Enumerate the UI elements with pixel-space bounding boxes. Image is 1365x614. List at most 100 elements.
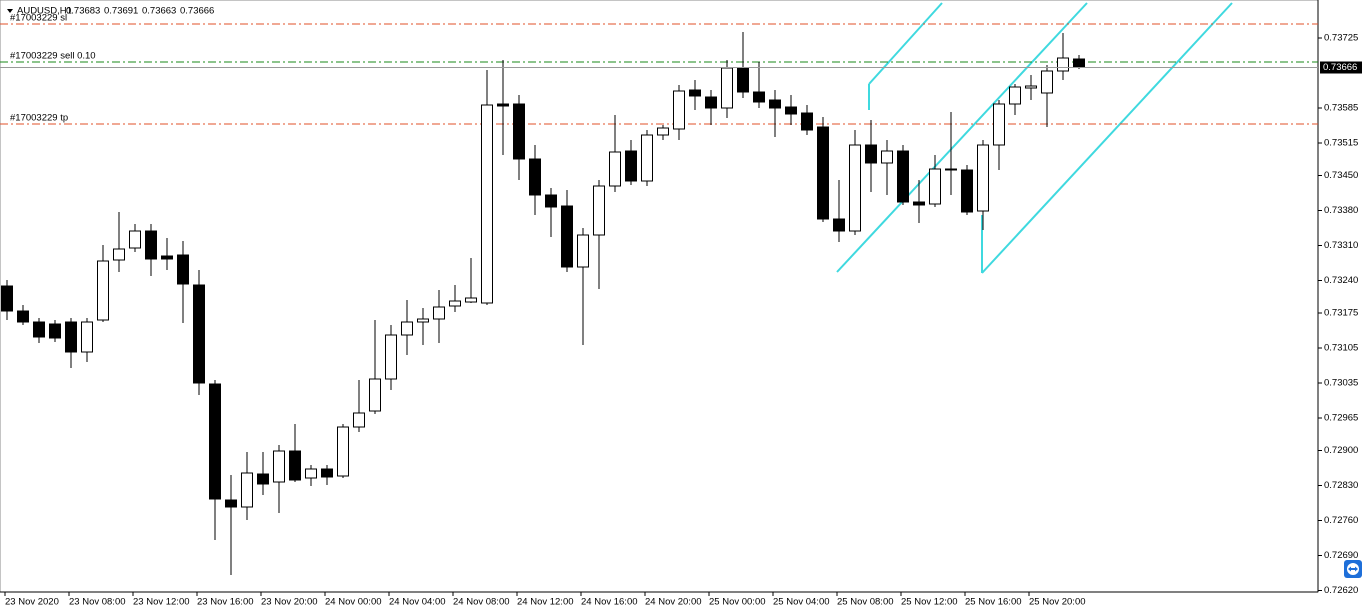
channel-lines bbox=[836, 2, 1233, 274]
candle-body bbox=[17, 310, 29, 323]
y-tick-label: 0.72760 bbox=[1324, 515, 1358, 526]
candle-body bbox=[673, 90, 685, 130]
candle-body bbox=[225, 499, 237, 508]
candle-body bbox=[1057, 57, 1069, 72]
candle-body bbox=[273, 450, 285, 483]
order-level-label: #17003229 sl bbox=[10, 13, 67, 24]
y-tick-label: 0.72620 bbox=[1324, 585, 1358, 596]
candle-body bbox=[337, 426, 349, 477]
candle-body bbox=[513, 103, 525, 160]
channel-line bbox=[836, 2, 1088, 273]
candle-body bbox=[289, 450, 301, 481]
candle-body bbox=[65, 321, 77, 353]
x-tick-label: 23 Nov 08:00 bbox=[69, 597, 126, 608]
candle-body bbox=[801, 112, 813, 131]
candle-body bbox=[657, 127, 669, 136]
header-low: 0.73663 bbox=[142, 6, 176, 17]
candle-body bbox=[161, 255, 173, 260]
candle-body bbox=[753, 91, 765, 103]
candle-body bbox=[353, 412, 365, 428]
x-tick-label: 24 Nov 16:00 bbox=[581, 597, 638, 608]
x-tick-label: 25 Nov 16:00 bbox=[965, 597, 1022, 608]
candle-body bbox=[193, 284, 205, 384]
y-tick-label: 0.73175 bbox=[1324, 308, 1358, 319]
candle-body bbox=[641, 134, 653, 182]
candle-body bbox=[321, 468, 333, 478]
candle-body bbox=[689, 89, 701, 97]
candle-body bbox=[401, 321, 413, 336]
x-tick-label: 25 Nov 04:00 bbox=[773, 597, 830, 608]
x-tick-label: 24 Nov 12:00 bbox=[517, 597, 574, 608]
candle-body bbox=[145, 230, 157, 260]
candle-body bbox=[705, 96, 717, 109]
candle-body bbox=[81, 321, 93, 353]
y-tick-label: 0.73585 bbox=[1324, 103, 1358, 114]
candle-body bbox=[945, 168, 957, 171]
y-tick-label: 0.72690 bbox=[1324, 550, 1358, 561]
header-high: 0.73691 bbox=[104, 6, 138, 17]
channel-line bbox=[868, 2, 943, 85]
x-tick-label: 24 Nov 20:00 bbox=[645, 597, 702, 608]
candle-body bbox=[209, 383, 221, 500]
last-price-box bbox=[1320, 61, 1362, 74]
candle-body bbox=[33, 321, 45, 338]
header-open: 0.73683 bbox=[66, 6, 100, 17]
x-tick-label: 25 Nov 12:00 bbox=[901, 597, 958, 608]
candle-body bbox=[721, 67, 733, 109]
candle-body bbox=[929, 168, 941, 205]
candle-body bbox=[561, 205, 573, 268]
candle-body bbox=[49, 323, 61, 339]
y-tick-label: 0.72830 bbox=[1324, 480, 1358, 491]
x-tick-label: 24 Nov 04:00 bbox=[389, 597, 446, 608]
y-tick-label: 0.72900 bbox=[1324, 445, 1358, 456]
x-tick-label: 25 Nov 08:00 bbox=[837, 597, 894, 608]
candle-body bbox=[865, 144, 877, 164]
x-tick-label: 24 Nov 08:00 bbox=[453, 597, 510, 608]
candle-body bbox=[961, 169, 973, 213]
candle-body bbox=[897, 150, 909, 203]
candle-body bbox=[305, 468, 317, 479]
candle-body bbox=[1025, 85, 1037, 89]
candle-body bbox=[369, 378, 381, 412]
x-tick-label: 25 Nov 20:00 bbox=[1029, 597, 1086, 608]
y-tick-label: 0.73515 bbox=[1324, 138, 1358, 149]
candle-body bbox=[113, 248, 125, 261]
candle-body bbox=[497, 103, 509, 107]
candle-body bbox=[1009, 86, 1021, 105]
candle-body bbox=[609, 151, 621, 187]
candle-body bbox=[177, 254, 189, 285]
teamviewer-icon-arrow bbox=[1348, 566, 1358, 572]
candle-body bbox=[817, 126, 829, 220]
y-tick-label: 0.73240 bbox=[1324, 275, 1358, 286]
header-close: 0.73666 bbox=[180, 6, 214, 17]
channel-line bbox=[981, 2, 1233, 274]
candle-body bbox=[481, 104, 493, 304]
y-tick-label: 0.73035 bbox=[1324, 378, 1358, 389]
order-level-label: #17003229 tp bbox=[10, 113, 68, 124]
candle-body bbox=[785, 106, 797, 115]
candle-body bbox=[385, 334, 397, 380]
candle-body bbox=[417, 318, 429, 323]
candle-body bbox=[1041, 70, 1053, 94]
x-tick-label: 23 Nov 20:00 bbox=[261, 597, 318, 608]
candle-body bbox=[833, 218, 845, 232]
candle-body bbox=[977, 144, 989, 212]
candle-body bbox=[433, 306, 445, 320]
y-tick-label: 0.73450 bbox=[1324, 170, 1358, 181]
candle-body bbox=[737, 67, 749, 93]
order-level-label: #17003229 sell 0.10 bbox=[10, 51, 96, 62]
x-tick-label: 23 Nov 2020 bbox=[5, 597, 59, 608]
candle-body bbox=[625, 150, 637, 182]
x-tick-label: 25 Nov 00:00 bbox=[709, 597, 766, 608]
y-tick-label: 0.72965 bbox=[1324, 413, 1358, 424]
candle-body bbox=[881, 150, 893, 164]
chart-title: AUDUSD,H1 bbox=[17, 6, 72, 17]
candle-body bbox=[849, 144, 861, 232]
candle-body bbox=[1073, 58, 1085, 68]
candle-body bbox=[529, 158, 541, 196]
candle-body bbox=[1, 285, 13, 312]
candle-body bbox=[257, 473, 269, 485]
candle-body bbox=[465, 297, 477, 303]
menu-arrow[interactable] bbox=[7, 9, 13, 13]
